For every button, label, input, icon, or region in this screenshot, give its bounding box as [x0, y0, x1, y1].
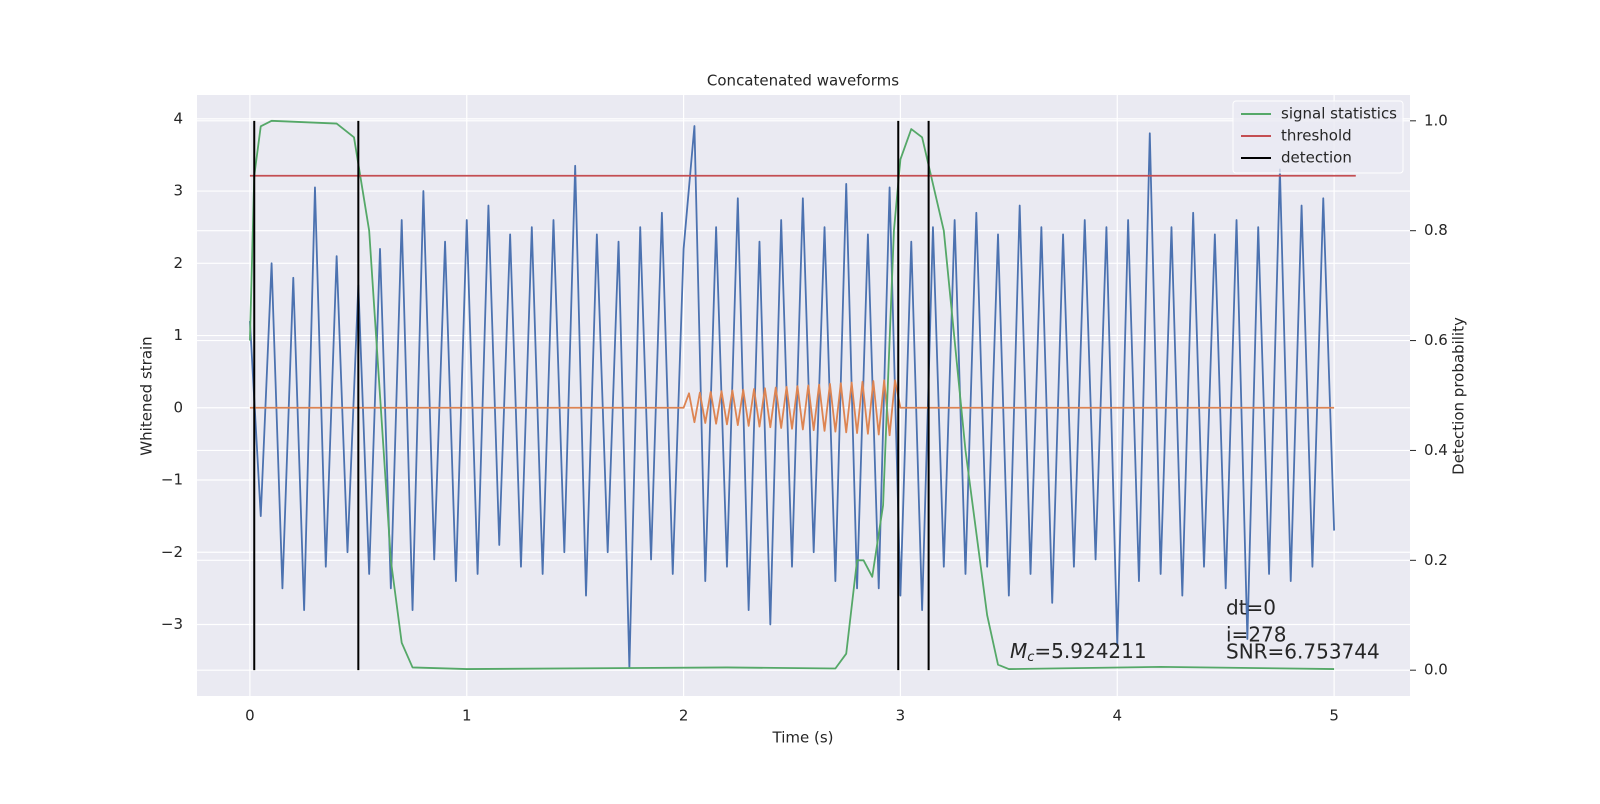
plot — [249, 119, 1356, 671]
y2-tick-label: 0.8 — [1424, 221, 1448, 239]
y2-tick-label: 1.0 — [1424, 111, 1448, 129]
y-tick-label: −3 — [161, 615, 183, 633]
plot-area — [197, 95, 1410, 696]
annotation: i=278 — [1226, 623, 1287, 647]
grid — [197, 95, 1410, 696]
x-tick-label: 1 — [462, 707, 472, 725]
y-tick-label: 2 — [173, 254, 183, 272]
y2-tick-label: 0.4 — [1424, 441, 1448, 459]
legend-label: signal statistics — [1281, 105, 1397, 123]
legend-box — [1232, 100, 1404, 174]
y-tick-label: −2 — [161, 543, 183, 561]
y-axis-label: Whitened strain — [138, 336, 156, 455]
x-axis-label: Time (s) — [772, 729, 834, 747]
x-tick-label: 3 — [896, 707, 906, 725]
annotation: Mc=5.924211 — [1010, 639, 1147, 665]
annotation: dt=0 — [1226, 596, 1276, 620]
y-tick-label: 1 — [173, 326, 183, 344]
x-tick-label: 2 — [679, 707, 689, 725]
y2-tick-label: 0.0 — [1424, 661, 1448, 679]
y2-tick-label: 0.2 — [1424, 551, 1448, 569]
annotation: SNR=6.753744 — [1226, 640, 1380, 664]
x-tick-label: 4 — [1112, 707, 1122, 725]
x-tick-label: 0 — [245, 707, 255, 725]
mc-value: =5.924211 — [1034, 639, 1146, 663]
x-tick-label: 5 — [1329, 707, 1339, 725]
mc-symbol: M — [1010, 639, 1027, 663]
chart-title: Concatenated waveforms — [707, 72, 899, 90]
y2-tick-label: 0.6 — [1424, 331, 1448, 349]
mc-subscript: c — [1027, 650, 1034, 665]
y-tick-label: 4 — [173, 109, 183, 127]
series-line — [249, 379, 1335, 437]
y2-axis-label: Detection probability — [1450, 317, 1468, 475]
series-line — [249, 119, 1335, 670]
legend: signal statistics threshold detection — [1232, 100, 1404, 174]
y-tick-label: −1 — [161, 471, 183, 489]
y-tick-label: 0 — [173, 398, 183, 416]
y-tick-label: 3 — [173, 182, 183, 200]
legend-label: detection — [1281, 149, 1352, 167]
series-line — [249, 125, 1336, 669]
legend-label: threshold — [1281, 127, 1352, 145]
